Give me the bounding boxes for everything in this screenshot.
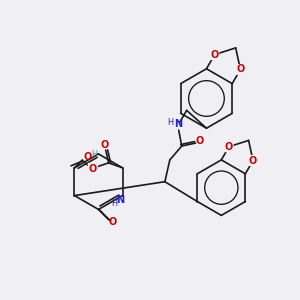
Text: H: H [167,118,173,127]
Text: O: O [195,136,204,146]
Text: O: O [89,164,97,174]
Text: O: O [83,152,92,162]
Text: H: H [91,151,97,160]
Text: H: H [112,199,118,208]
Text: O: O [249,156,257,166]
Text: O: O [236,64,244,74]
Text: O: O [211,50,219,60]
Text: N: N [174,119,182,129]
Text: N: N [116,194,124,205]
Text: O: O [225,142,233,152]
Text: O: O [108,217,116,227]
Text: O: O [100,140,109,150]
